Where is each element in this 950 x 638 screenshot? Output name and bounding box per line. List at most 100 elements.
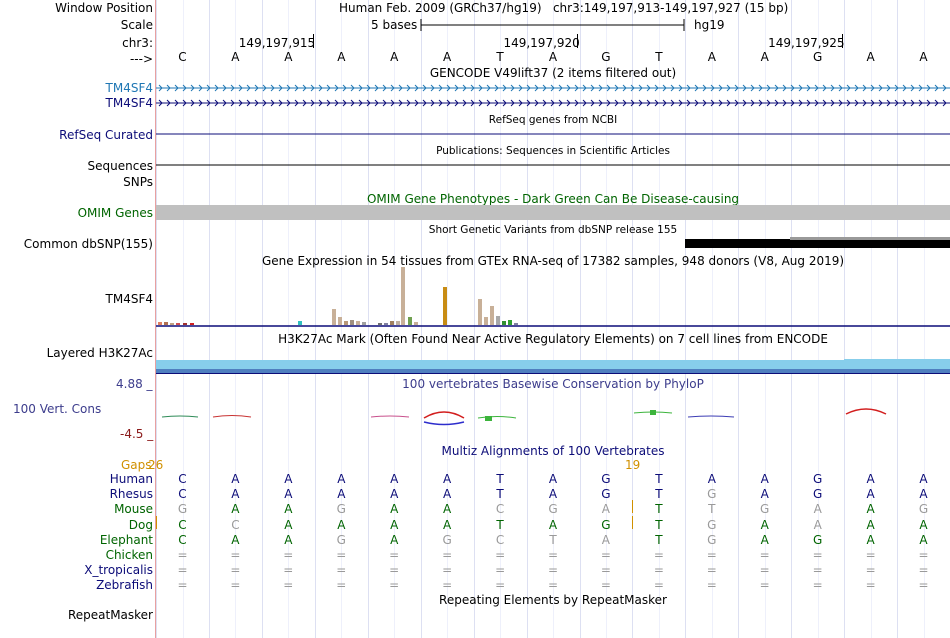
alignment-base: = [812, 563, 823, 578]
gencode-track-title: GENCODE V49lift37 (2 items filtered out) [429, 66, 677, 80]
species-label[interactable]: Elephant [99, 532, 153, 547]
alignment-base: = [336, 578, 347, 593]
alignment-base: = [918, 563, 929, 578]
reference-base: A [390, 50, 399, 64]
scale-assembly: hg19 [694, 18, 725, 32]
reference-base: G [813, 50, 823, 64]
dbsnp-variant-bar[interactable] [685, 239, 950, 248]
alignment-base: A [284, 487, 293, 502]
species-label[interactable]: Dog [128, 517, 153, 532]
alignment-base: = [600, 563, 611, 578]
alignment-base: A [919, 517, 928, 532]
reference-base: A [548, 50, 558, 64]
alignment-base: A [866, 487, 875, 502]
alignment-base: A [284, 517, 293, 532]
alignment-base: G [813, 472, 823, 486]
reference-base: A [231, 50, 240, 64]
alignment-base: A [442, 502, 452, 517]
alignment-base: = [230, 578, 241, 593]
gencode-features[interactable] [156, 80, 950, 110]
alignment-base: A [390, 472, 399, 486]
alignment-base: T [496, 517, 504, 532]
alignment-base: = [865, 548, 876, 562]
alignment-base: G [548, 502, 558, 517]
alignment-base: A [231, 502, 240, 517]
alignment-base: A [813, 502, 822, 517]
ruler-tick-label: 149,197,920 [503, 36, 580, 50]
alignment-base: G [177, 502, 188, 517]
alignment-base: = [600, 548, 611, 562]
h3k27ac-signal[interactable] [156, 356, 950, 376]
alignment-base: G [707, 532, 717, 547]
gtex-track-label[interactable]: TM4SF4 [105, 292, 153, 306]
window-position-label: Window Position [55, 1, 153, 15]
species-label[interactable]: X_tropicalis [84, 563, 153, 578]
alignment-base: G [336, 532, 346, 547]
refseq-track-label[interactable]: RefSeq Curated [59, 128, 153, 142]
omim-track-label[interactable]: OMIM Genes [77, 206, 153, 220]
scale-value: 5 bases [371, 18, 418, 32]
h3k27ac-track-label[interactable]: Layered H3K27Ac [46, 346, 153, 360]
base-grid [156, 0, 950, 638]
scale-bar [420, 19, 685, 31]
alignment-base: T [496, 487, 504, 502]
alignment-base: G [813, 532, 823, 547]
reference-base: A [337, 50, 346, 64]
alignment-base: G [442, 532, 452, 547]
window-position-value: Human Feb. 2009 (GRCh37/hg19) chr3:149,1… [339, 1, 789, 15]
ruler-tick [842, 34, 844, 48]
alignment-base: A [390, 517, 399, 532]
reference-base: A [866, 50, 875, 64]
alignment-base: A [760, 487, 769, 502]
gap-marker [156, 516, 157, 529]
alignment-base: T [655, 472, 663, 486]
label-divider [155, 0, 156, 638]
alignment-base: A [760, 517, 769, 532]
gtex-track-title: Gene Expression in 54 tissues from GTEx … [261, 254, 845, 268]
alignment-base: = [759, 578, 770, 593]
phylop-signal[interactable] [156, 400, 950, 430]
alignment-base: A [231, 487, 240, 502]
alignment-base: A [919, 532, 928, 547]
publications-track-label[interactable]: Sequences [87, 159, 153, 173]
gencode-item-label[interactable]: TM4SF4 [105, 81, 153, 95]
gencode-item-label[interactable]: TM4SF4 [105, 96, 153, 110]
alignment-base: = [495, 563, 506, 578]
species-label[interactable]: Mouse [114, 502, 153, 517]
species-label[interactable]: Rhesus [109, 487, 153, 502]
reference-base: A [919, 50, 928, 64]
strand-label: ---> [129, 52, 153, 66]
snps-track-label[interactable]: SNPs [123, 175, 153, 189]
alignment-base: T [655, 532, 663, 547]
alignment-base: A [919, 472, 928, 486]
alignment-base: A [231, 472, 240, 486]
refseq-line[interactable] [156, 128, 950, 140]
alignment-base: G [760, 502, 770, 517]
alignment-base: G [918, 502, 929, 517]
publications-line[interactable] [156, 159, 950, 171]
reference-base: A [284, 50, 293, 64]
dbsnp-track-label[interactable]: Common dbSNP(155) [23, 237, 153, 251]
repeatmasker-track-label[interactable]: RepeatMasker [67, 608, 153, 622]
species-label[interactable]: Zebrafish [96, 578, 153, 593]
alignment-base: = [283, 563, 294, 578]
omim-feature-bar[interactable] [156, 205, 950, 220]
alignment-base: = [865, 563, 876, 578]
phylop-track-label[interactable]: 100 Vert. Cons [13, 402, 102, 416]
alignment-base: T [549, 532, 557, 547]
alignment-base: A [866, 502, 875, 517]
alignment-base: A [866, 517, 875, 532]
species-label[interactable]: Human [109, 472, 153, 486]
alignment-base: A [760, 532, 769, 547]
alignment-base: A [707, 472, 716, 486]
alignment-base: T [655, 502, 663, 517]
reference-base: A [442, 50, 452, 64]
gtex-bars[interactable] [156, 267, 950, 328]
reference-base: A [707, 50, 716, 64]
alignment-base: T [708, 502, 716, 517]
alignment-base: A [442, 487, 452, 502]
alignment-base: T [655, 517, 663, 532]
species-label[interactable]: Chicken [105, 548, 153, 562]
repeatmasker-track-title: Repeating Elements by RepeatMasker [439, 593, 667, 607]
